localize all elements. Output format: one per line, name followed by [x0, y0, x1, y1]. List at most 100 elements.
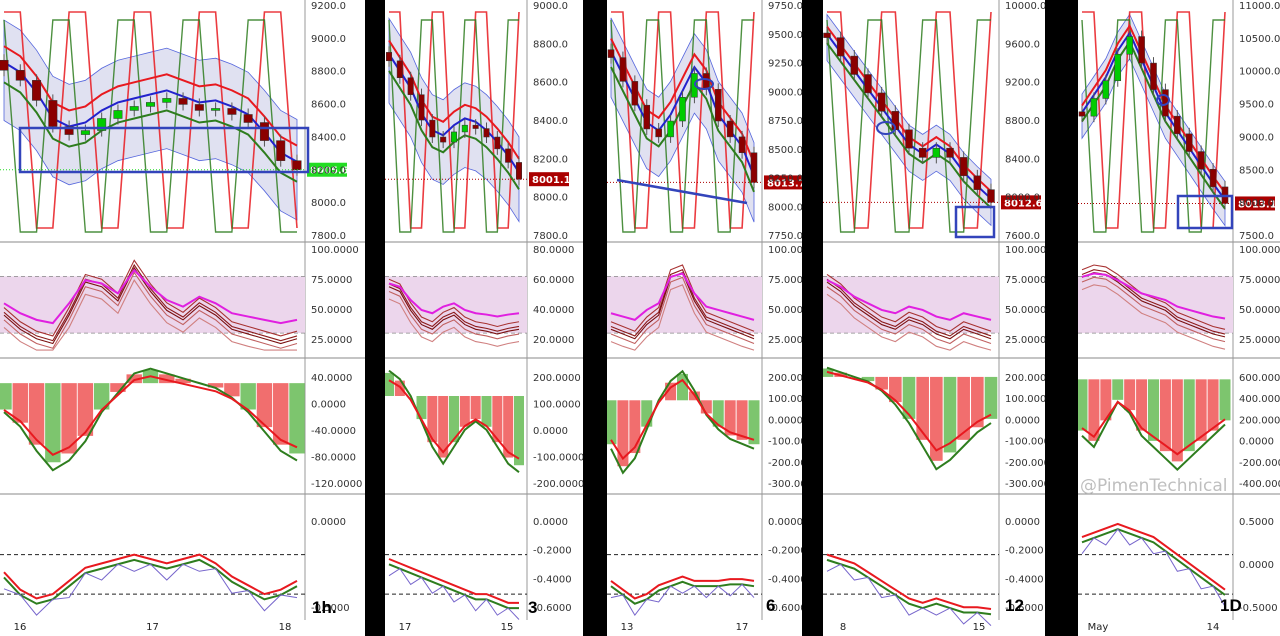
- last-price-tag: [307, 162, 347, 177]
- stoch-axis-label: 50.0000: [768, 305, 802, 316]
- price-axis-label: 8400.0: [311, 132, 346, 143]
- zigzag-green-line: [1081, 19, 1225, 233]
- price-candle: [505, 148, 512, 163]
- last-price-label: 8005.6: [310, 166, 349, 177]
- price-candle: [932, 147, 941, 158]
- stoch-line: [3, 263, 298, 342]
- macd-axis-label: -100.0000: [768, 437, 802, 448]
- osc-purple-line: [388, 567, 520, 620]
- macd-histogram-bar: [273, 383, 289, 445]
- price-candle: [1138, 36, 1145, 64]
- price-axis-label: 11000.0: [1239, 1, 1280, 12]
- osc-axis-label: -0.2000: [1005, 546, 1044, 557]
- stoch-axis-label: 80.0000: [533, 245, 574, 256]
- osc-axis-label: -0.4000: [533, 574, 572, 585]
- macd-axis-label: -40.0000: [311, 426, 356, 437]
- stoch-axis-label: 25.0000: [311, 335, 352, 346]
- stoch-line: [826, 281, 992, 340]
- last-price-label: 8012.6: [1004, 198, 1043, 209]
- stoch-line: [1081, 284, 1226, 350]
- macd-histogram-bar: [1100, 379, 1112, 421]
- price-axis-label: 8000.0: [1239, 198, 1274, 209]
- last-price-tag: [1001, 195, 1041, 210]
- osc-axis-label: -0.4000: [1005, 574, 1044, 585]
- stoch-axis-label: 100.0000: [1239, 245, 1280, 256]
- price-candle: [15, 70, 25, 81]
- macd-axis-label: -300.0000: [1005, 479, 1045, 490]
- price-axis-label: 8400.0: [1005, 154, 1040, 165]
- osc-axis-label: -0.2000: [533, 546, 572, 557]
- price-candle: [461, 124, 468, 133]
- osc-axis-label: -0.6000: [533, 603, 572, 614]
- macd-histogram-bar: [677, 373, 688, 401]
- chart-column-1h: 8005.6 9200.0 9000.0 8800.0 8600.0 8400.0 8200…: [0, 0, 365, 636]
- x-axis-tick-label: 15: [501, 622, 514, 633]
- price-candle: [1197, 151, 1205, 170]
- price-candle: [162, 98, 172, 103]
- macd-axis-label: 0.0000: [533, 426, 568, 437]
- macd-line: [3, 367, 298, 472]
- stoch-line: [388, 298, 520, 347]
- annotation-target-box: [1176, 194, 1234, 230]
- price-candle: [129, 106, 139, 111]
- price-axis-label: 8250.0: [768, 174, 802, 185]
- zigzag-green-line: [826, 19, 991, 233]
- macd-histogram-bar: [77, 383, 94, 436]
- price-candle: [451, 131, 457, 143]
- price-axis-label: 9500.0: [1239, 100, 1274, 111]
- macd-axis-label: -120.0000: [311, 479, 362, 490]
- price-axis-label: 8800.0: [533, 39, 568, 50]
- macd-histogram-bar: [902, 376, 916, 419]
- macd-histogram-bar: [1207, 379, 1219, 431]
- osc-green-line: [1081, 528, 1226, 596]
- x-axis-tick-label: 17: [146, 622, 159, 633]
- stoch-line: [826, 286, 992, 345]
- ma-green-line: [3, 81, 298, 183]
- macd-axis-label: 200.0000: [1005, 373, 1045, 384]
- macd-axis-label: 0.0000: [311, 400, 346, 411]
- macd-histogram-bar: [1124, 379, 1136, 411]
- osc-red-line: [1081, 522, 1226, 591]
- stoch-axis-label: 75.0000: [1005, 275, 1045, 286]
- stoch-axis-label: 40.0000: [533, 305, 574, 316]
- macd-histogram-bar: [492, 396, 503, 443]
- x-axis-tick-label: May: [1088, 622, 1109, 633]
- osc-axis-label: -0.5000: [1239, 603, 1278, 614]
- macd-histogram-bar: [957, 376, 970, 440]
- macd-histogram-bar: [0, 383, 12, 410]
- price-candle: [1114, 53, 1122, 82]
- price-candle: [429, 119, 436, 138]
- price-candle: [494, 136, 501, 150]
- macd-signal-line: [826, 370, 992, 452]
- price-candle: [714, 89, 722, 122]
- price-candle: [259, 122, 269, 141]
- x-axis-tick-label: 17: [399, 622, 412, 633]
- x-axis-tick-label: 8: [840, 622, 846, 633]
- macd-histogram-bar: [1159, 379, 1171, 452]
- price-axis-label: 7800.0: [533, 231, 568, 242]
- stoch-axis-label: 100.0000: [1005, 245, 1045, 256]
- last-price-tag: [529, 172, 569, 187]
- stoch-axis-label: 25.0000: [1005, 335, 1045, 346]
- macd-axis-label: 100.0000: [1005, 394, 1045, 405]
- macd-histogram-bar: [1195, 379, 1207, 441]
- price-axis-label: 8200.0: [311, 165, 346, 176]
- price-candle: [864, 74, 872, 94]
- macd-histogram-bar: [607, 400, 617, 445]
- price-candle: [836, 37, 845, 57]
- price-candle: [679, 96, 686, 122]
- price-axis-label: 9000.0: [768, 87, 802, 98]
- stoch-line: [388, 286, 520, 335]
- macd-histogram-bar: [385, 372, 394, 396]
- chart-column-1D: 8013.1 11000.0 10500.0 10000.0 9500.0 9000.0 8…: [1078, 0, 1280, 636]
- price-axis-label: 8500.0: [768, 145, 802, 156]
- chart-svg: 8013.1 11000.0 10500.0 10000.0 9500.0 9000.0 8…: [1078, 0, 1280, 633]
- price-candle: [726, 120, 734, 138]
- macd-axis-label: -100.0000: [533, 453, 583, 464]
- macd-signal-line: [1081, 400, 1226, 456]
- price-axis-label: 8400.0: [533, 116, 568, 127]
- stoch-axis-label: 50.0000: [311, 305, 352, 316]
- price-candle: [32, 80, 42, 101]
- annotation-ellipse: [1156, 94, 1170, 106]
- price-candle: [113, 110, 123, 119]
